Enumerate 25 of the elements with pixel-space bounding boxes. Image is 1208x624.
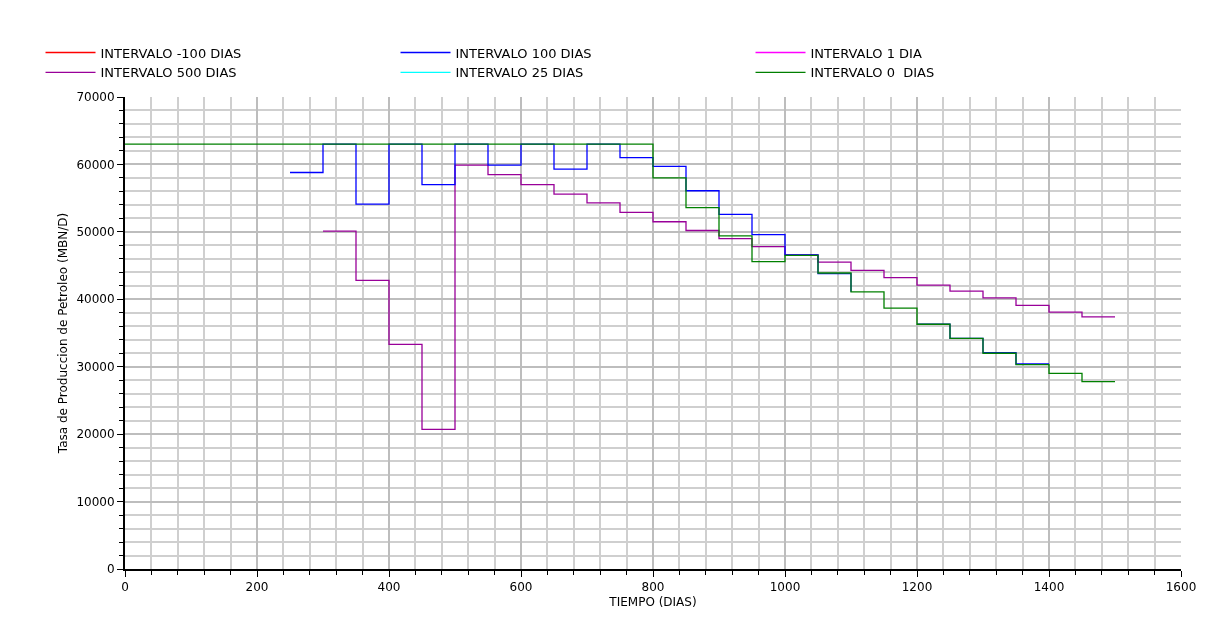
x-tick-label: 1000 [769, 580, 801, 595]
legend-label: INTERVALO 0 DIAS [810, 65, 935, 81]
legend-label: INTERVALO 1 DIA [810, 45, 922, 61]
x-tick-label: 200 [245, 580, 269, 595]
x-tick-label: 1600 [1165, 580, 1197, 595]
legend-label: INTERVALO 100 DIAS [455, 45, 592, 61]
y-axis-title: Tasa de Produccion de Petroleo (MBN/D) [56, 212, 71, 455]
y-tick-label: 10000 [76, 494, 115, 509]
x-tick-label: 400 [377, 580, 401, 595]
x-axis-title: TIEMPO (DIAS) [608, 594, 697, 609]
x-tick-label: 600 [509, 580, 533, 595]
y-tick-label: 0 [106, 562, 115, 577]
x-tick-label: 1200 [901, 580, 933, 595]
y-tick-label: 20000 [76, 427, 115, 442]
y-tick-label: 50000 [76, 225, 115, 240]
y-tick-label: 70000 [76, 90, 115, 105]
x-tick-label: 1400 [1033, 580, 1065, 595]
x-tick-label: 0 [121, 580, 129, 595]
y-tick-label: 60000 [76, 157, 115, 172]
legend-label: INTERVALO -100 DIAS [100, 45, 242, 61]
legend-label: INTERVALO 500 DIAS [100, 65, 237, 81]
x-tick-label: 800 [641, 580, 665, 595]
legend-label: INTERVALO 25 DIAS [455, 65, 584, 81]
y-tick-label: 40000 [76, 292, 115, 307]
y-tick-label: 30000 [76, 359, 115, 374]
